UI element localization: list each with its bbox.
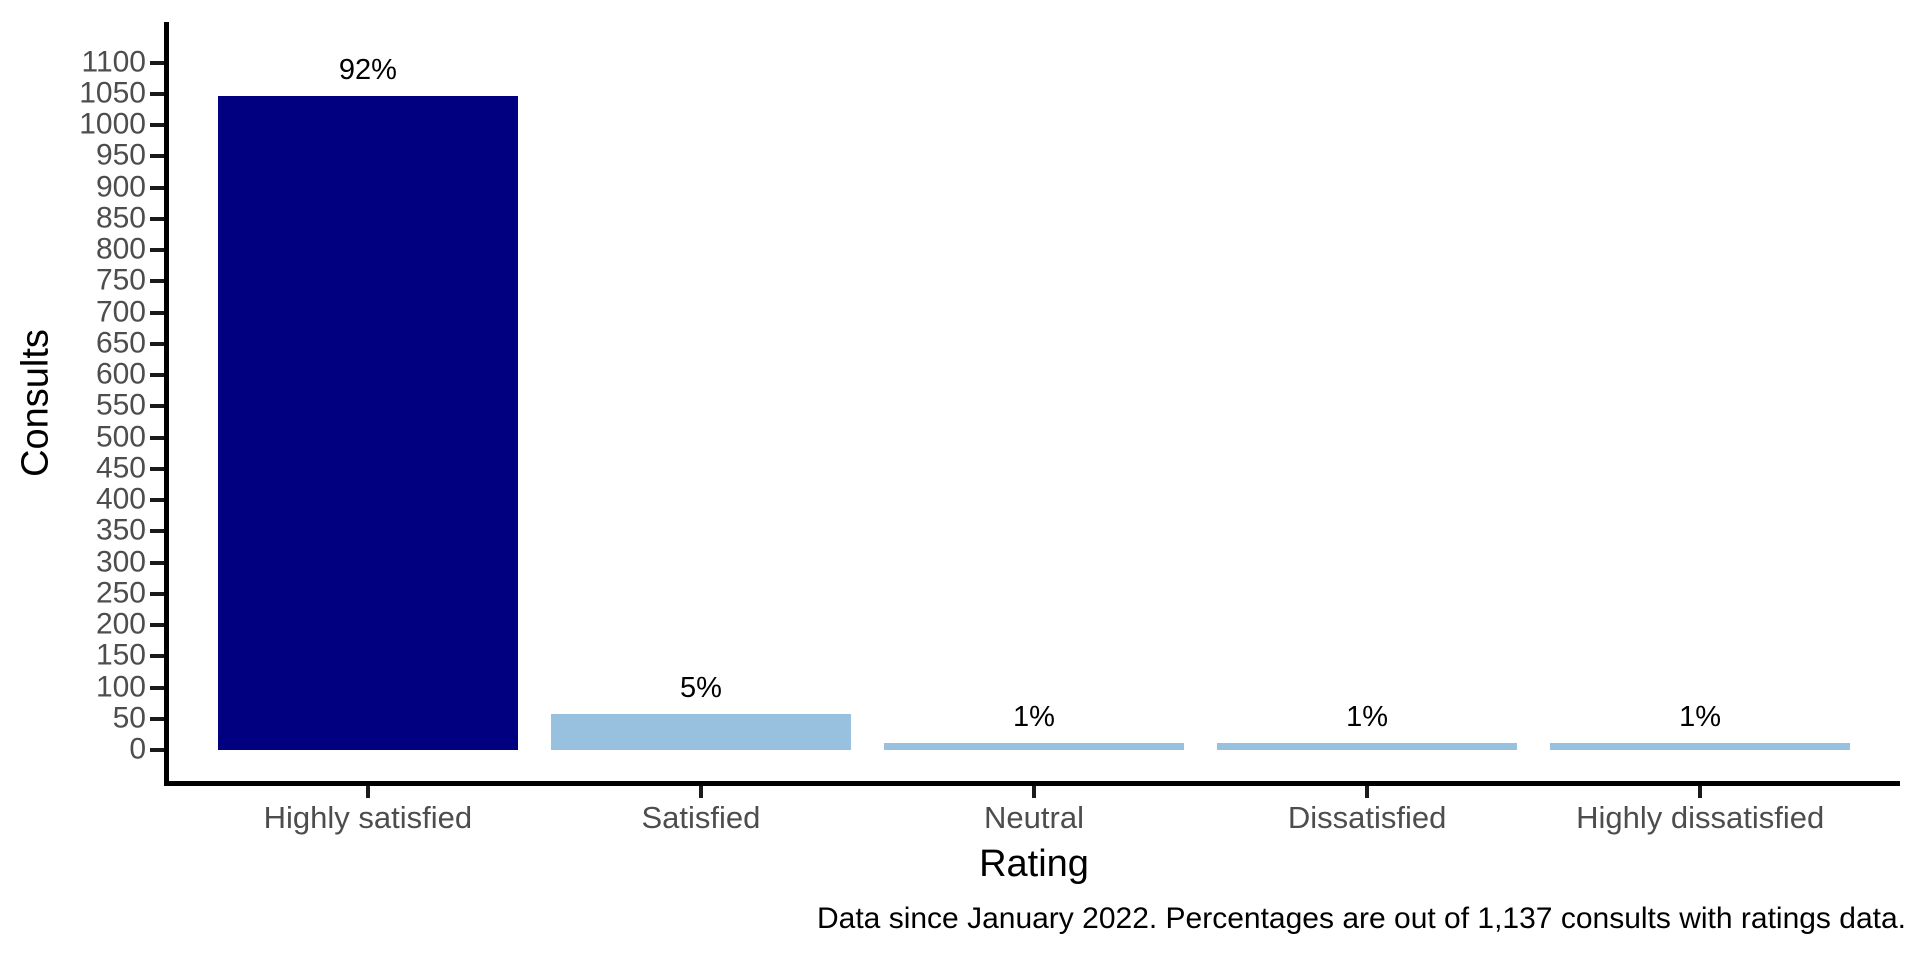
y-tick-label: 300 bbox=[95, 544, 146, 578]
y-tick-mark bbox=[150, 591, 164, 596]
y-tick-label: 600 bbox=[95, 357, 146, 391]
y-tick-label: 550 bbox=[95, 388, 146, 422]
y-tick-mark bbox=[150, 341, 164, 346]
y-tick-label: 850 bbox=[95, 201, 146, 235]
y-tick-mark bbox=[150, 216, 164, 221]
y-tick-mark bbox=[150, 623, 164, 627]
y-tick-label: 750 bbox=[95, 263, 146, 297]
x-tick-mark bbox=[1698, 786, 1703, 798]
y-tick-label: 800 bbox=[95, 232, 146, 266]
bar-neutral bbox=[884, 743, 1184, 750]
bar-dissatisfied bbox=[1217, 743, 1518, 750]
y-tick-label: 350 bbox=[95, 513, 146, 547]
y-tick-mark bbox=[150, 310, 164, 315]
y-tick-mark bbox=[150, 498, 164, 502]
y-tick-label: 650 bbox=[95, 326, 146, 360]
y-tick-label: 200 bbox=[95, 607, 146, 641]
y-tick-label: 1000 bbox=[79, 107, 146, 141]
y-tick-mark bbox=[150, 154, 164, 159]
bar-value-label: 1% bbox=[1013, 701, 1055, 734]
y-tick-mark bbox=[150, 748, 164, 752]
y-tick-mark bbox=[150, 529, 164, 534]
y-tick-mark bbox=[150, 91, 164, 96]
bar-value-label: 92% bbox=[338, 54, 397, 87]
y-tick-mark bbox=[150, 185, 164, 190]
bar-highly-satisfied bbox=[217, 96, 518, 750]
y-tick-label: 1050 bbox=[79, 76, 146, 110]
y-tick-label: 450 bbox=[95, 451, 146, 485]
x-axis-title: Rating bbox=[979, 843, 1089, 885]
y-tick-mark bbox=[150, 466, 164, 471]
bar-value-label: 1% bbox=[1679, 701, 1722, 734]
y-tick-mark bbox=[150, 279, 164, 284]
y-tick-mark bbox=[150, 123, 164, 127]
y-tick-mark bbox=[150, 560, 164, 565]
y-tick-mark bbox=[150, 654, 164, 659]
x-tick-mark bbox=[1032, 786, 1036, 798]
y-tick-label: 400 bbox=[95, 482, 146, 516]
y-axis-line bbox=[164, 22, 169, 786]
x-category-label: Highly dissatisfied bbox=[1576, 800, 1825, 835]
x-axis-line bbox=[164, 781, 1900, 786]
y-tick-label: 0 bbox=[129, 732, 146, 766]
y-tick-mark bbox=[150, 716, 164, 721]
y-tick-label: 150 bbox=[95, 638, 146, 672]
x-tick-mark bbox=[365, 786, 370, 798]
y-tick-label: 700 bbox=[95, 294, 146, 328]
x-category-label: Satisfied bbox=[641, 800, 761, 835]
chart-caption: Data since January 2022. Percentages are… bbox=[817, 902, 1906, 935]
y-tick-mark bbox=[150, 404, 164, 409]
y-tick-mark bbox=[150, 248, 164, 252]
y-tick-label: 900 bbox=[95, 169, 146, 203]
y-tick-label: 250 bbox=[95, 576, 146, 610]
y-tick-label: 950 bbox=[95, 138, 146, 172]
y-tick-label: 500 bbox=[95, 419, 146, 453]
y-tick-label: 1100 bbox=[81, 44, 146, 78]
y-tick-mark bbox=[150, 373, 164, 377]
x-tick-mark bbox=[1365, 786, 1370, 798]
x-category-label: Neutral bbox=[984, 800, 1084, 835]
bar-value-label: 1% bbox=[1346, 701, 1389, 734]
y-tick-label: 50 bbox=[112, 701, 146, 735]
y-tick-mark bbox=[150, 60, 164, 65]
x-category-label: Dissatisfied bbox=[1287, 800, 1447, 835]
bar-satisfied bbox=[550, 714, 851, 750]
y-tick-mark bbox=[150, 435, 164, 440]
x-tick-mark bbox=[698, 786, 703, 798]
bar-value-label: 5% bbox=[679, 672, 722, 705]
bar-highly-dissatisfied bbox=[1550, 743, 1851, 750]
y-tick-mark bbox=[150, 685, 164, 690]
x-category-label: Highly satisfied bbox=[263, 800, 473, 835]
y-tick-label: 100 bbox=[95, 669, 146, 703]
